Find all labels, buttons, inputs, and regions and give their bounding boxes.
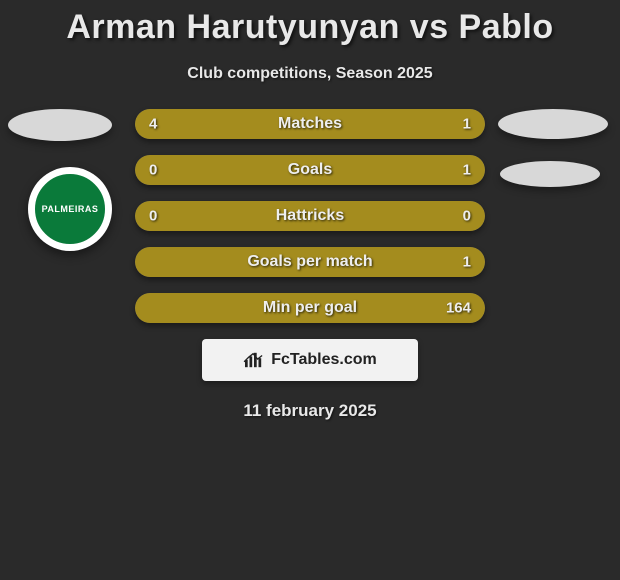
stat-bar: 00Hattricks <box>135 201 485 231</box>
player-right-avatar-2 <box>500 161 600 187</box>
brand-box[interactable]: FcTables.com <box>202 339 418 381</box>
stat-label: Hattricks <box>135 207 485 225</box>
club-crest: PALMEIRAS <box>28 167 112 251</box>
brand-text: FcTables.com <box>271 351 377 369</box>
club-crest-label: PALMEIRAS <box>35 174 105 244</box>
stat-bars: 41Matches 01Goals 00Hattricks 1Goals per ma… <box>135 109 485 323</box>
stat-label: Goals <box>135 161 485 179</box>
page-title: Arman Harutyunyan vs Pablo <box>0 0 620 47</box>
chart-icon <box>243 351 265 369</box>
player-left-avatar <box>8 109 112 141</box>
stat-bar: 1Goals per match <box>135 247 485 277</box>
stat-bar: 164Min per goal <box>135 293 485 323</box>
stat-label: Min per goal <box>135 299 485 317</box>
stat-bar: 41Matches <box>135 109 485 139</box>
subtitle: Club competitions, Season 2025 <box>0 65 620 83</box>
stat-label: Matches <box>135 115 485 133</box>
comparison-stage: PALMEIRAS 41Matches 01Goals 00Hattricks 1Go… <box>0 109 620 323</box>
stat-label: Goals per match <box>135 253 485 271</box>
stat-bar: 01Goals <box>135 155 485 185</box>
player-right-avatar <box>498 109 608 139</box>
date-text: 11 february 2025 <box>0 401 620 421</box>
